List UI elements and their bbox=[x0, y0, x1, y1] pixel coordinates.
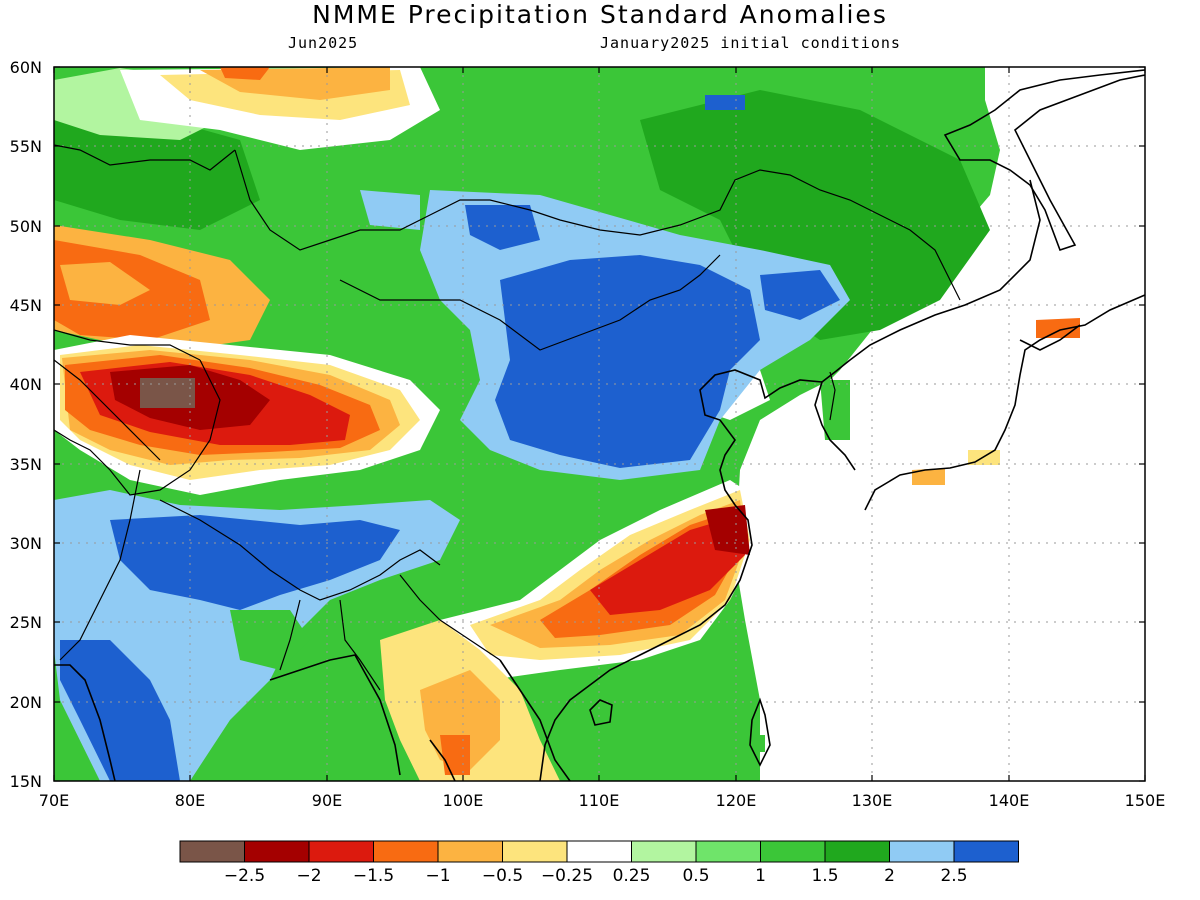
colorbar: −2.5 −2 −1.5 −1 −0.5 −0.25 0.25 0.5 1 1.5 2 2.5 bbox=[179, 840, 1019, 886]
colorbar-label: 2 bbox=[884, 866, 895, 886]
borders bbox=[54, 144, 961, 691]
anomaly-green-ne bbox=[640, 90, 990, 340]
anomaly-field bbox=[54, 67, 1145, 781]
anomaly-lightblue-w bbox=[360, 190, 420, 230]
lon-label: 140E bbox=[989, 791, 1030, 810]
anomaly-green-nepal bbox=[230, 610, 310, 670]
colorbar-swatch bbox=[179, 840, 245, 863]
anomaly-blue-n bbox=[705, 95, 745, 110]
lon-label: 70E bbox=[39, 791, 69, 810]
graticule bbox=[54, 67, 1145, 781]
lon-label: 100E bbox=[443, 791, 484, 810]
anomaly-orange-n bbox=[220, 67, 270, 80]
colorbar-swatch bbox=[695, 840, 761, 863]
lat-label: 50N bbox=[10, 217, 42, 236]
lat-label: 40N bbox=[10, 375, 42, 394]
colorbar-label: −2 bbox=[296, 866, 321, 886]
anomaly-brown-core bbox=[140, 378, 195, 408]
axis-ticks bbox=[53, 66, 1146, 782]
colorbar-swatch bbox=[631, 840, 697, 863]
anomaly-yellow-nw2 bbox=[60, 262, 150, 305]
colorbar-label: −0.5 bbox=[482, 866, 523, 886]
lat-label: 35N bbox=[10, 455, 42, 474]
anomaly-blue-india bbox=[60, 640, 180, 781]
forecast-month-label: Jun2025 bbox=[288, 34, 359, 52]
anomaly-yellow-indochina bbox=[420, 670, 500, 770]
colorbar-label: 0.5 bbox=[682, 866, 709, 886]
colorbar-label: −2.5 bbox=[224, 866, 265, 886]
colorbar-label: −1.5 bbox=[353, 866, 394, 886]
anomaly-darkred-se-china bbox=[705, 505, 750, 555]
colorbar-label: 0.25 bbox=[613, 866, 651, 886]
colorbar-swatch bbox=[502, 840, 568, 863]
lat-label: 60N bbox=[10, 58, 42, 77]
ocean-east bbox=[735, 67, 1145, 781]
colorbar-swatch bbox=[953, 840, 1019, 863]
lat-label: 30N bbox=[10, 534, 42, 553]
lat-label: 55N bbox=[10, 137, 42, 156]
lat-label: 45N bbox=[10, 296, 42, 315]
lon-label: 90E bbox=[312, 791, 342, 810]
lon-label: 130E bbox=[852, 791, 893, 810]
latitude-labels: 60N 55N 50N 45N 40N 35N 30N 25N 20N 15N bbox=[10, 58, 42, 791]
anomaly-yellow-japan bbox=[912, 468, 945, 485]
colorbar-swatch bbox=[566, 840, 632, 863]
initial-conditions-label: January2025 initial conditions bbox=[600, 34, 901, 52]
lon-label: 80E bbox=[175, 791, 205, 810]
anomaly-blue-north-china bbox=[495, 255, 760, 468]
colorbar-label: 1 bbox=[755, 866, 766, 886]
lon-label: 120E bbox=[716, 791, 757, 810]
colorbar-label: 1.5 bbox=[811, 866, 838, 886]
anomaly-blue-tibet bbox=[110, 515, 400, 610]
colorbar-swatch bbox=[760, 840, 826, 863]
longitude-labels: 70E 80E 90E 100E 110E 120E 130E 140E 150… bbox=[39, 791, 1166, 810]
lat-label: 25N bbox=[10, 613, 42, 632]
colorbar-swatch bbox=[437, 840, 503, 863]
colorbar-swatch bbox=[373, 840, 439, 863]
map-title: NMME Precipitation Standard Anomalies bbox=[312, 0, 888, 29]
colorbar-swatch bbox=[244, 840, 310, 863]
anomaly-blue-baikal bbox=[465, 205, 540, 250]
colorbar-label: −0.25 bbox=[541, 866, 593, 886]
colorbar-swatch bbox=[824, 840, 890, 863]
colorbar-swatch bbox=[308, 840, 374, 863]
anomaly-green-korea bbox=[820, 380, 850, 440]
anomaly-red-se-china bbox=[590, 515, 745, 615]
anomaly-orange-indochina bbox=[440, 735, 470, 775]
lon-label: 110E bbox=[579, 791, 620, 810]
coastlines bbox=[54, 69, 1145, 781]
colorbar-swatch bbox=[889, 840, 955, 863]
colorbar-label: −1 bbox=[425, 866, 450, 886]
lat-label: 20N bbox=[10, 693, 42, 712]
anomaly-blue-ne bbox=[760, 270, 840, 320]
colorbar-label: 2.5 bbox=[940, 866, 967, 886]
lon-label: 150E bbox=[1125, 791, 1166, 810]
anomaly-green-nw bbox=[54, 115, 260, 230]
lat-label: 15N bbox=[10, 772, 42, 791]
